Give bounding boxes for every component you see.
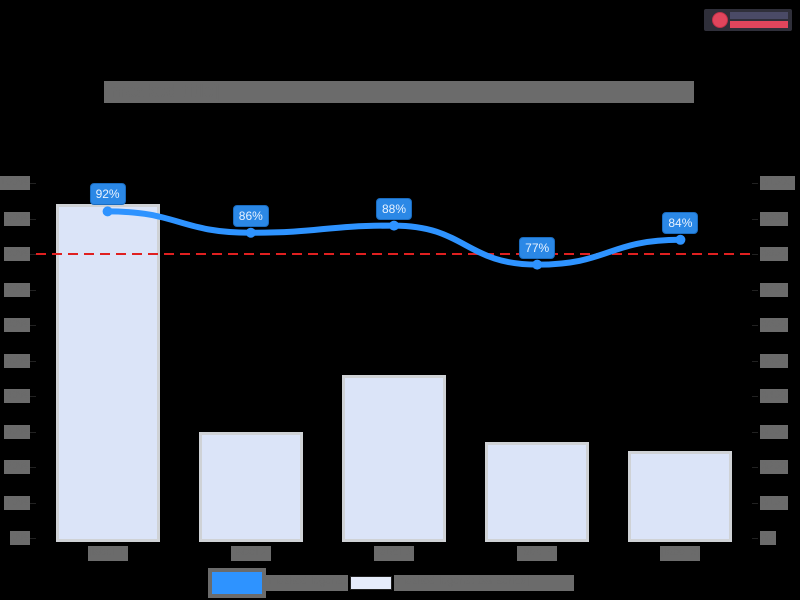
data-label: 88% [375,197,413,220]
legend-label-bar: [masked legend: bar series] [394,575,574,591]
logo-icon [712,12,728,28]
bar [55,204,160,542]
right-axis-tick [752,431,758,433]
line-point [245,227,256,238]
data-label: 84% [662,211,699,234]
right-axis-tick-label: $800 [760,247,789,261]
right-axis-tick [752,360,758,362]
left-axis-tick-label: 20% [3,460,30,474]
right-axis-tick-label: $100 [760,495,789,510]
left-axis-tick-label: 10% [3,495,30,510]
left-axis-tick-label: 70% [3,282,30,297]
right-axis-tick-label: $600 [760,318,789,332]
right-axis-tick [752,218,758,220]
data-label: 86% [232,204,269,227]
left-axis-tick [30,502,36,504]
left-axis-tick [30,538,36,539]
left-axis-tick [30,325,36,326]
right-axis-tick [752,502,758,504]
x-axis-label: [label 2] [230,546,271,561]
left-axis-tick-label: 40% [3,389,30,403]
left-axis-tick [30,467,36,468]
right-axis-tick [752,325,758,326]
brand-logo [704,9,792,31]
line-point [389,220,399,231]
legend: [masked legend: line series] [masked leg… [208,568,574,598]
right-axis-tick [752,254,758,255]
logo-text-top [730,12,788,19]
left-axis-tick [30,431,36,433]
bar [342,374,446,542]
right-axis-tick [752,396,758,397]
line-point [532,259,543,270]
bar [485,442,590,542]
legend-swatch-bar [350,576,392,590]
right-axis-tick [752,289,758,291]
left-axis-tick-label: 30% [3,424,30,439]
left-axis-tick-label: 50% [3,353,30,368]
left-axis-tick-label: 0% [10,531,30,545]
left-axis-tick [30,183,36,184]
chart-title: [masked title] [104,81,694,103]
logo-text-bottom [730,21,788,28]
left-axis-tick [30,218,36,220]
left-axis-tick-label: 90% [3,211,30,226]
right-axis-tick-label: $500 [760,353,789,368]
legend-swatch-line [208,568,266,598]
data-label: 92% [89,183,126,206]
bar [628,451,733,542]
left-axis-tick [30,289,36,291]
legend-label-line: [masked legend: line series] [266,575,348,591]
x-axis-label: [label 3] [374,546,414,561]
left-axis-tick-label: 60% [3,318,30,332]
right-axis-tick-label: $300 [760,424,789,439]
right-axis-tick [752,183,758,184]
x-axis-label: [label 4] [517,546,558,561]
left-axis-tick [30,254,36,255]
right-axis-tick-label: $700 [760,282,789,297]
x-axis-label: [label 1] [87,546,128,561]
left-axis-tick [30,360,36,362]
bar [198,431,303,542]
left-axis-tick-label: 100% [0,176,30,190]
right-axis-tick-label: $1000 [760,176,795,190]
left-axis-tick [30,396,36,397]
right-axis-tick-label: $900 [760,211,789,226]
right-axis-tick [752,538,758,539]
data-label: 77% [519,236,556,259]
right-axis-tick-label: $200 [760,460,789,474]
right-axis-tick-label: $400 [760,389,789,403]
right-axis-tick-label: $0 [760,531,777,545]
x-axis-label: [label 5] [660,546,701,561]
left-axis-tick-label: 80% [3,247,30,261]
line-point [675,234,686,245]
right-axis-tick [752,467,758,468]
